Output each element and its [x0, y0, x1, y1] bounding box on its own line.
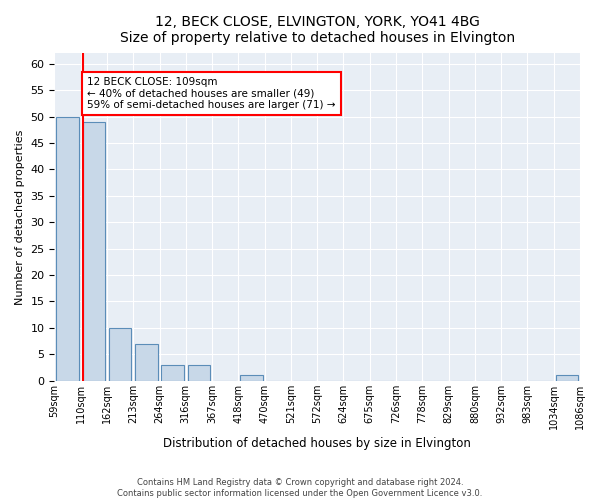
- Bar: [241, 376, 263, 380]
- Text: 12 BECK CLOSE: 109sqm
← 40% of detached houses are smaller (49)
59% of semi-deta: 12 BECK CLOSE: 109sqm ← 40% of detached …: [88, 77, 336, 110]
- Y-axis label: Number of detached properties: Number of detached properties: [15, 130, 25, 304]
- Bar: [188, 365, 210, 380]
- Bar: [83, 122, 105, 380]
- X-axis label: Distribution of detached houses by size in Elvington: Distribution of detached houses by size …: [163, 437, 471, 450]
- Title: 12, BECK CLOSE, ELVINGTON, YORK, YO41 4BG
Size of property relative to detached : 12, BECK CLOSE, ELVINGTON, YORK, YO41 4B…: [119, 15, 515, 45]
- Text: Contains HM Land Registry data © Crown copyright and database right 2024.
Contai: Contains HM Land Registry data © Crown c…: [118, 478, 482, 498]
- Bar: [109, 328, 131, 380]
- Bar: [556, 376, 578, 380]
- Bar: [135, 344, 158, 380]
- Bar: [161, 365, 184, 380]
- Bar: [56, 116, 79, 380]
